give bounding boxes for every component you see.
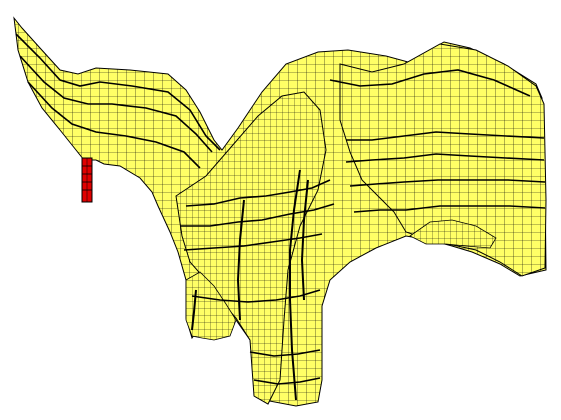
mesh-right-recess [409,219,497,249]
strata-lines [15,33,546,385]
mesh-surface [13,16,547,407]
mesh-lower-lobe [185,271,237,341]
marker-column [81,157,93,203]
mesh-right-plateau [339,43,547,277]
crevasse-shading [191,169,309,401]
